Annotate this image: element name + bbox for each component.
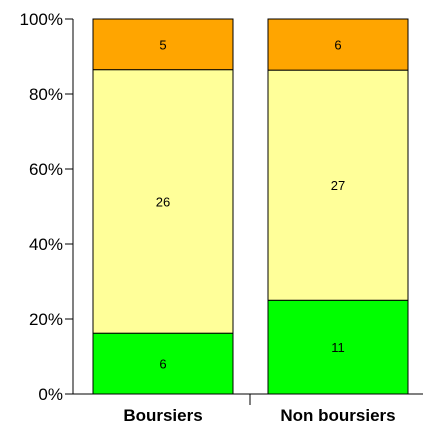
y-tick-label: 20% xyxy=(29,310,63,329)
bar-segment xyxy=(267,18,409,71)
bar-data-label: 6 xyxy=(334,38,341,53)
bar-segment xyxy=(267,299,409,395)
bar-segment xyxy=(92,69,234,334)
bar-data-label: 11 xyxy=(331,340,345,355)
y-axis: 0% 20% 40% 60% 80% 100% xyxy=(20,10,74,404)
y-tick-label: 80% xyxy=(29,85,63,104)
y-tick-label: 40% xyxy=(29,235,63,254)
bar-data-label: 26 xyxy=(156,194,170,209)
bar-data-label: 5 xyxy=(159,37,166,52)
x-category-label: Boursiers xyxy=(123,406,202,425)
bars: 6 26 5 11 27 6 xyxy=(92,18,409,395)
x-category-label: Non boursiers xyxy=(280,406,395,425)
x-axis: Boursiers Non boursiers xyxy=(73,393,423,425)
bar-segment xyxy=(92,18,234,71)
bar-segment xyxy=(267,69,409,301)
y-tick-label: 100% xyxy=(20,10,63,29)
y-tick-label: 0% xyxy=(38,385,63,404)
bar-data-label: 27 xyxy=(331,178,345,193)
bar-data-label: 6 xyxy=(159,357,166,372)
y-tick-label: 60% xyxy=(29,160,63,179)
